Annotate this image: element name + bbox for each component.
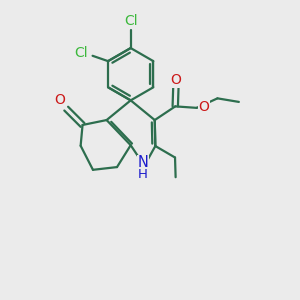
Text: O: O — [54, 93, 65, 107]
Text: H: H — [138, 167, 148, 181]
Text: O: O — [170, 73, 181, 87]
Text: O: O — [199, 100, 209, 114]
Text: Cl: Cl — [124, 14, 137, 28]
Text: Cl: Cl — [74, 46, 88, 60]
Text: N: N — [137, 155, 148, 170]
